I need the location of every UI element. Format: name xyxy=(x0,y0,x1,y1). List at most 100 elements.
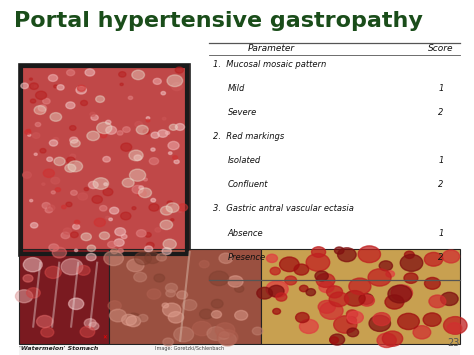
Circle shape xyxy=(129,169,146,181)
Circle shape xyxy=(151,148,155,151)
Text: 2: 2 xyxy=(438,108,444,117)
Circle shape xyxy=(63,228,72,234)
Circle shape xyxy=(36,316,53,328)
Circle shape xyxy=(330,334,345,345)
Circle shape xyxy=(80,326,95,337)
Circle shape xyxy=(162,303,169,308)
Text: Severe: Severe xyxy=(228,108,257,117)
Circle shape xyxy=(128,96,133,99)
Circle shape xyxy=(316,273,335,288)
Circle shape xyxy=(273,308,281,314)
Bar xyxy=(19,346,460,355)
Circle shape xyxy=(146,117,150,119)
Circle shape xyxy=(109,218,112,221)
Circle shape xyxy=(65,164,76,172)
Circle shape xyxy=(169,124,177,130)
Circle shape xyxy=(369,315,391,332)
Circle shape xyxy=(219,253,233,263)
Circle shape xyxy=(178,210,182,212)
Circle shape xyxy=(76,86,86,94)
Circle shape xyxy=(377,333,396,348)
Circle shape xyxy=(41,327,54,337)
Circle shape xyxy=(404,251,414,258)
Circle shape xyxy=(29,83,38,89)
Circle shape xyxy=(34,85,37,88)
Circle shape xyxy=(347,311,363,323)
Circle shape xyxy=(104,251,123,266)
Circle shape xyxy=(280,257,299,272)
Circle shape xyxy=(115,228,126,236)
Circle shape xyxy=(89,181,98,189)
Circle shape xyxy=(45,207,53,213)
Circle shape xyxy=(182,300,197,311)
Circle shape xyxy=(174,327,193,342)
Circle shape xyxy=(145,246,153,252)
Circle shape xyxy=(123,127,130,132)
Circle shape xyxy=(23,172,31,178)
Circle shape xyxy=(383,331,403,346)
Circle shape xyxy=(329,292,348,307)
Text: 2: 2 xyxy=(438,253,444,262)
Circle shape xyxy=(347,328,359,337)
Circle shape xyxy=(61,259,83,275)
Circle shape xyxy=(294,264,309,275)
Circle shape xyxy=(155,228,161,232)
Circle shape xyxy=(68,161,82,172)
Circle shape xyxy=(165,283,177,292)
Circle shape xyxy=(178,204,188,211)
Circle shape xyxy=(100,206,107,211)
Circle shape xyxy=(53,137,59,142)
Circle shape xyxy=(318,300,335,313)
Circle shape xyxy=(145,252,160,263)
Circle shape xyxy=(235,310,248,320)
Circle shape xyxy=(94,218,105,226)
Circle shape xyxy=(47,157,53,162)
Circle shape xyxy=(61,232,70,239)
Text: ✕: ✕ xyxy=(102,336,107,341)
Circle shape xyxy=(132,207,136,210)
Circle shape xyxy=(129,150,143,161)
Circle shape xyxy=(177,291,188,299)
Circle shape xyxy=(442,250,460,263)
Circle shape xyxy=(337,248,356,262)
Circle shape xyxy=(42,183,45,185)
Circle shape xyxy=(27,288,40,298)
Circle shape xyxy=(266,281,288,297)
Circle shape xyxy=(162,248,171,255)
Circle shape xyxy=(109,207,118,214)
Circle shape xyxy=(266,254,277,262)
Circle shape xyxy=(74,220,80,224)
Circle shape xyxy=(71,232,78,237)
Circle shape xyxy=(45,266,61,278)
Circle shape xyxy=(23,275,33,282)
Circle shape xyxy=(122,178,134,187)
Circle shape xyxy=(70,154,76,158)
Circle shape xyxy=(30,223,38,228)
Circle shape xyxy=(55,188,61,192)
Circle shape xyxy=(66,102,75,109)
Circle shape xyxy=(137,230,146,237)
Circle shape xyxy=(70,140,80,147)
Text: 1: 1 xyxy=(438,229,444,237)
Circle shape xyxy=(163,239,176,249)
Circle shape xyxy=(154,274,164,282)
Circle shape xyxy=(167,201,173,205)
Circle shape xyxy=(346,310,358,318)
Circle shape xyxy=(49,140,58,146)
Text: 1.  Mucosal mosaic pattern: 1. Mucosal mosaic pattern xyxy=(213,60,327,69)
Circle shape xyxy=(160,220,173,230)
Circle shape xyxy=(51,191,55,194)
Circle shape xyxy=(34,153,37,155)
Circle shape xyxy=(104,183,108,186)
Circle shape xyxy=(108,301,121,311)
Circle shape xyxy=(143,129,150,134)
Text: 2.  Red markings: 2. Red markings xyxy=(213,132,284,141)
Circle shape xyxy=(97,122,112,133)
Text: Confluent: Confluent xyxy=(228,180,268,189)
Circle shape xyxy=(81,233,91,241)
Circle shape xyxy=(145,233,151,237)
Circle shape xyxy=(207,327,225,340)
Circle shape xyxy=(163,207,173,214)
Circle shape xyxy=(151,132,159,138)
Circle shape xyxy=(51,178,60,184)
